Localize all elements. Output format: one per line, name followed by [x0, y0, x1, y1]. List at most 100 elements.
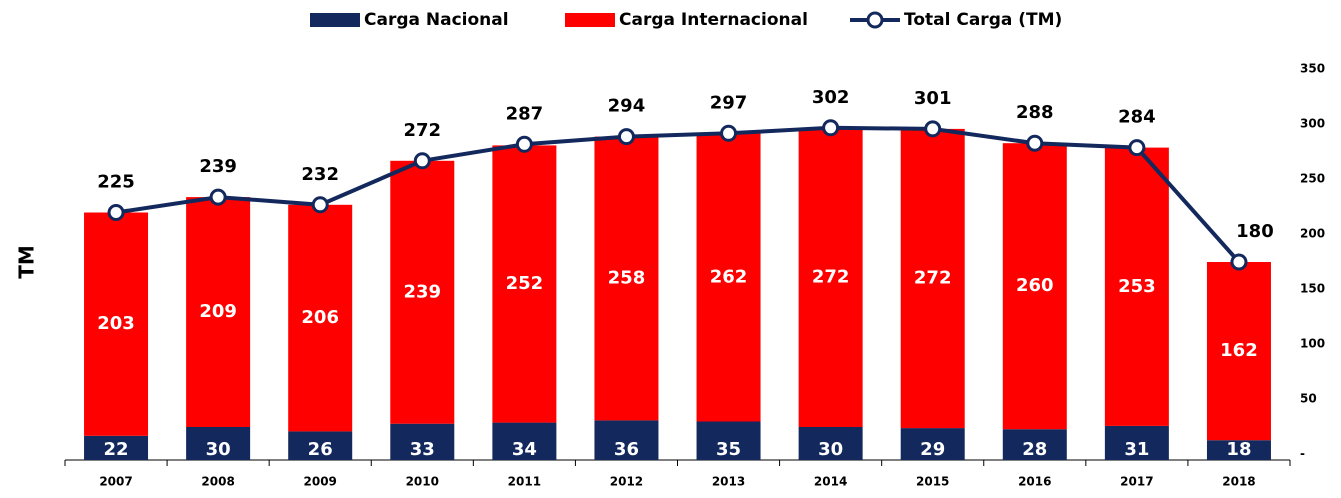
x-tick-label: 2018	[1222, 475, 1255, 489]
y-axis-label: TM	[15, 245, 39, 279]
legend-label: Carga Nacional	[364, 10, 509, 30]
x-tick-label: 2014	[814, 475, 847, 489]
bar-segment	[594, 420, 659, 460]
line-marker	[924, 120, 942, 138]
bar-segment	[1104, 147, 1169, 426]
bar-segment	[900, 428, 965, 460]
bar-segment	[84, 212, 149, 436]
data-label: 36	[614, 439, 639, 460]
bar-segment	[186, 197, 251, 427]
bar-segment	[900, 128, 965, 429]
x-tick-label: 2017	[1120, 475, 1153, 489]
total-label: 232	[301, 164, 339, 185]
bar-segment	[390, 160, 455, 424]
y-tick-label: 300	[1300, 117, 1325, 131]
line-marker	[1230, 253, 1248, 271]
bar-segment	[1002, 143, 1067, 430]
y-tick-label: -	[1300, 447, 1305, 461]
line-marker	[1128, 139, 1146, 157]
total-label: 225	[97, 172, 135, 193]
data-label: 253	[1118, 276, 1156, 297]
total-label: 284	[1118, 107, 1156, 128]
legend-swatch	[310, 13, 360, 27]
bar-segment	[594, 136, 659, 421]
y-tick-label: 50	[1300, 392, 1317, 406]
total-label: 294	[608, 96, 646, 117]
line-marker	[720, 124, 738, 142]
data-label: 26	[308, 439, 333, 460]
y-tick-label: 250	[1300, 172, 1325, 186]
bar-segment	[696, 133, 761, 422]
x-tick-label: 2008	[201, 475, 234, 489]
data-label: 262	[710, 266, 748, 287]
data-label: 33	[410, 439, 435, 460]
bar-segment	[1206, 262, 1271, 441]
x-tick-label: 2013	[712, 475, 745, 489]
total-label: 287	[506, 103, 544, 124]
line-marker	[515, 135, 533, 153]
data-label: 272	[914, 268, 952, 289]
data-label: 239	[404, 281, 442, 302]
data-label: 31	[1124, 439, 1149, 460]
bar-segment	[84, 435, 149, 460]
x-tick-label: 2009	[304, 475, 337, 489]
x-tick-label: 2015	[916, 475, 949, 489]
data-label: 35	[716, 439, 741, 460]
legend-label: Total Carga (TM)	[904, 10, 1062, 30]
total-label: 288	[1016, 102, 1054, 123]
line-marker	[311, 196, 329, 214]
data-label: 260	[1016, 275, 1054, 296]
bar-segment	[1206, 440, 1271, 460]
bar-segment	[798, 427, 863, 460]
total-label: 239	[199, 156, 237, 177]
x-tick-label: 2011	[508, 475, 541, 489]
line-marker	[617, 128, 635, 146]
y-tick-label: 350	[1300, 62, 1325, 76]
line-marker	[822, 119, 840, 137]
legend-swatch	[565, 13, 615, 27]
total-label: 180	[1236, 221, 1274, 242]
bar-segment	[1002, 429, 1067, 460]
bar-segment	[288, 204, 353, 432]
y-tick-label: 100	[1300, 337, 1325, 351]
line-marker	[413, 152, 431, 170]
total-label: 301	[914, 88, 952, 109]
line-marker	[1026, 134, 1044, 152]
bar-segment	[492, 422, 557, 460]
data-label: 28	[1022, 439, 1047, 460]
x-tick-label: 2010	[406, 475, 439, 489]
data-label: 34	[512, 439, 537, 460]
bar-segment	[288, 431, 353, 460]
bar-segment	[186, 427, 251, 460]
data-label: 258	[608, 268, 646, 289]
y-tick-label: 150	[1300, 282, 1325, 296]
x-tick-label: 2012	[610, 475, 643, 489]
data-label: 252	[506, 273, 544, 294]
data-label: 206	[301, 307, 339, 328]
x-tick-label: 2016	[1018, 475, 1051, 489]
data-label: 30	[818, 439, 843, 460]
legend-swatch	[866, 11, 884, 29]
x-tick-label: 2007	[99, 475, 132, 489]
data-label: 22	[104, 439, 129, 460]
bar-segment	[696, 421, 761, 460]
data-label: 209	[199, 301, 237, 322]
bar-segment	[390, 423, 455, 460]
data-label: 29	[920, 439, 945, 460]
data-label: 18	[1226, 439, 1251, 460]
legend-label: Carga Internacional	[619, 10, 808, 30]
data-label: 162	[1220, 340, 1258, 361]
data-label: 203	[97, 313, 135, 334]
bar-segment	[798, 127, 863, 428]
line-marker	[107, 204, 125, 221]
line-marker	[209, 188, 227, 206]
bar-segment	[492, 145, 557, 423]
total-label: 302	[812, 87, 850, 108]
data-label: 272	[812, 266, 850, 287]
y-tick-label: 200	[1300, 227, 1325, 241]
total-label: 272	[404, 120, 442, 141]
data-label: 30	[206, 439, 231, 460]
line	[115, 125, 1241, 264]
bar-segment	[1104, 425, 1169, 460]
